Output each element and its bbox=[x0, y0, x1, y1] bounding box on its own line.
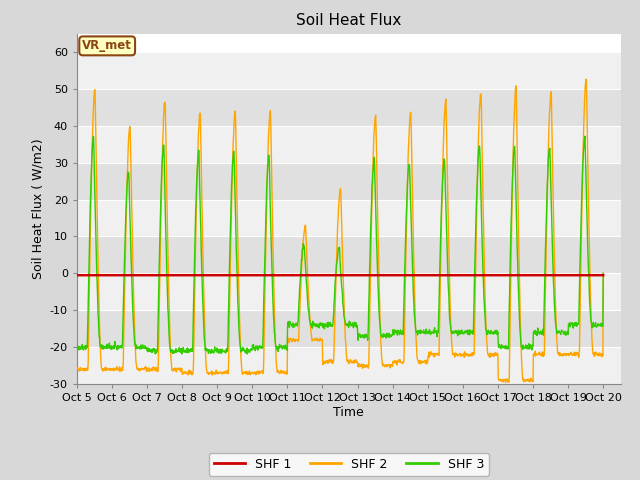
Y-axis label: Soil Heat Flux ( W/m2): Soil Heat Flux ( W/m2) bbox=[31, 139, 44, 279]
Bar bbox=[77, 237, 621, 273]
Bar bbox=[77, 347, 621, 384]
Bar bbox=[77, 200, 621, 237]
X-axis label: Time: Time bbox=[333, 406, 364, 419]
Legend: SHF 1, SHF 2, SHF 3: SHF 1, SHF 2, SHF 3 bbox=[209, 453, 489, 476]
Bar bbox=[77, 310, 621, 347]
Text: VR_met: VR_met bbox=[82, 39, 132, 52]
Bar bbox=[77, 52, 621, 89]
Bar bbox=[77, 126, 621, 163]
Bar bbox=[77, 273, 621, 310]
Bar bbox=[77, 89, 621, 126]
Bar bbox=[77, 163, 621, 200]
Title: Soil Heat Flux: Soil Heat Flux bbox=[296, 13, 401, 28]
